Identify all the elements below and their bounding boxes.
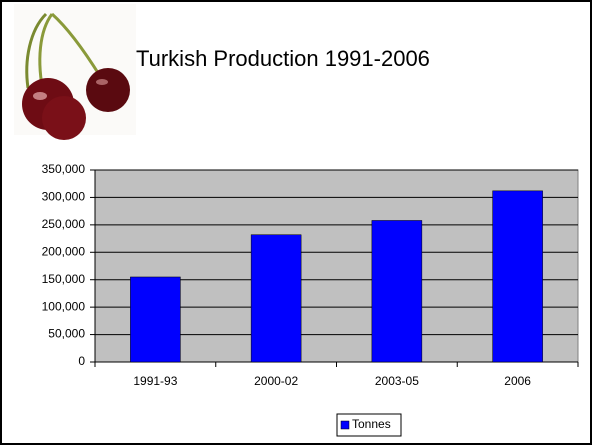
x-tick-label: 2003-05 <box>375 374 419 388</box>
legend-box <box>336 413 402 437</box>
y-tick-label: 50,000 <box>48 327 85 341</box>
x-tick-label: 1991-93 <box>133 374 177 388</box>
x-tick-label: 2006 <box>504 374 531 388</box>
cherry <box>42 96 86 140</box>
y-tick-label: 250,000 <box>42 217 86 231</box>
bar <box>130 276 181 363</box>
x-tick-label: 2000-02 <box>254 374 298 388</box>
bar <box>250 234 302 363</box>
cherry <box>86 68 130 112</box>
y-tick-label: 300,000 <box>42 190 86 204</box>
y-tick-label: 100,000 <box>42 299 86 313</box>
chart-title: Turkish Production 1991-2006 <box>136 46 430 71</box>
y-tick-label: 0 <box>78 354 85 368</box>
bar <box>371 220 423 363</box>
y-tick-label: 350,000 <box>42 162 86 176</box>
highlight <box>96 79 108 85</box>
cherry-image <box>14 4 136 140</box>
y-tick-label: 150,000 <box>42 272 86 286</box>
legend-label: Tonnes <box>352 417 391 431</box>
legend-swatch <box>340 420 350 430</box>
y-tick-label: 200,000 <box>42 244 86 258</box>
bar <box>492 190 543 363</box>
stem <box>25 12 48 89</box>
highlight <box>33 92 47 100</box>
